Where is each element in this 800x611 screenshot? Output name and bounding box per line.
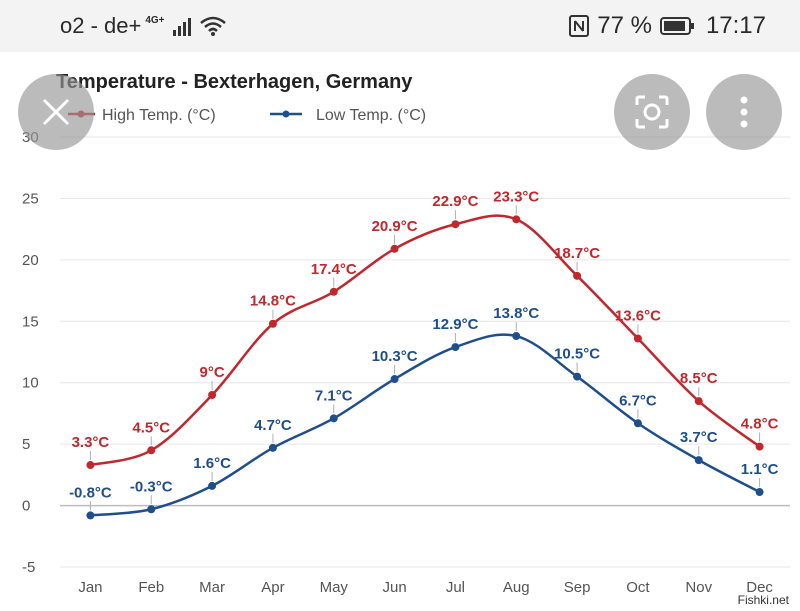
y-tick-label: -5 bbox=[22, 559, 35, 576]
low-temp-label: 10.3°C bbox=[372, 348, 418, 365]
y-tick-label: 5 bbox=[22, 436, 30, 453]
y-tick-label: 10 bbox=[22, 375, 39, 392]
y-tick-label: 0 bbox=[22, 498, 30, 515]
high-temp-label: 8.5°C bbox=[680, 370, 718, 387]
low-temp-label: -0.8°C bbox=[69, 484, 112, 501]
x-tick-label: Sep bbox=[564, 579, 591, 596]
high-temp-line bbox=[90, 214, 761, 467]
y-tick-label: 25 bbox=[22, 190, 39, 207]
legend: High Temp. (°C) Low Temp. (°C) bbox=[68, 107, 426, 124]
status-left: o2 - de+ 4G+ bbox=[60, 13, 227, 39]
legend-high[interactable]: High Temp. (°C) bbox=[102, 107, 216, 124]
lens-icon bbox=[635, 95, 669, 129]
low-temp-point bbox=[329, 414, 338, 423]
high-temp-point bbox=[147, 446, 156, 455]
low-temp-point bbox=[694, 456, 703, 465]
status-right: 77 % 17:17 bbox=[561, 12, 766, 40]
low-temp-label: 7.1°C bbox=[315, 387, 353, 404]
high-temp-point bbox=[694, 397, 703, 406]
low-temp-label: 12.9°C bbox=[432, 316, 478, 333]
nfc-icon bbox=[569, 15, 590, 37]
low-temp-label: 13.8°C bbox=[493, 305, 539, 322]
high-temp-label: 23.3°C bbox=[493, 188, 539, 205]
low-temp-point bbox=[208, 481, 217, 490]
y-tick-label: 20 bbox=[22, 252, 39, 269]
network-type: 4G+ bbox=[145, 14, 165, 26]
high-temp-point bbox=[86, 461, 95, 470]
more-vertical-icon bbox=[740, 96, 748, 128]
x-tick-label: May bbox=[320, 579, 349, 596]
low-temp-point bbox=[147, 505, 156, 514]
low-temp-label: -0.3°C bbox=[130, 478, 173, 495]
low-temp-label: 3.7°C bbox=[680, 429, 718, 446]
x-tick-label: Dec bbox=[746, 579, 773, 596]
high-temp-label: 4.8°C bbox=[741, 416, 779, 433]
low-temp-point bbox=[573, 372, 582, 381]
high-temp-label: 17.4°C bbox=[311, 261, 357, 278]
close-button[interactable] bbox=[18, 74, 94, 150]
low-temp-point bbox=[451, 343, 460, 352]
x-tick-label: Jul bbox=[446, 579, 465, 596]
high-temp-point bbox=[633, 334, 642, 343]
x-tick-label: Jan bbox=[78, 579, 102, 596]
battery-icon bbox=[659, 17, 694, 35]
high-temp-point bbox=[573, 271, 582, 280]
high-temp-label: 18.7°C bbox=[554, 245, 600, 262]
low-temp-label: 1.1°C bbox=[741, 461, 779, 478]
low-temp-point bbox=[268, 443, 277, 452]
x-tick-label: Oct bbox=[626, 579, 650, 596]
x-tick-label: Mar bbox=[199, 579, 225, 596]
high-temp-label: 4.5°C bbox=[132, 419, 170, 436]
legend-low[interactable]: Low Temp. (°C) bbox=[316, 107, 426, 124]
low-temp-point bbox=[512, 332, 521, 341]
low-temp-label: 10.5°C bbox=[554, 346, 600, 363]
high-temp-label: 3.3°C bbox=[72, 434, 110, 451]
lens-button[interactable] bbox=[614, 74, 690, 150]
high-temp-point bbox=[451, 220, 460, 229]
x-tick-label: Apr bbox=[261, 579, 284, 596]
close-icon bbox=[42, 98, 70, 126]
wifi-icon bbox=[199, 15, 227, 37]
signal-icon bbox=[172, 16, 191, 36]
x-tick-label: Feb bbox=[138, 579, 164, 596]
high-temp-label: 13.6°C bbox=[615, 307, 661, 324]
high-temp-point bbox=[390, 244, 399, 253]
low-temp-point bbox=[755, 488, 764, 497]
high-temp-label: 20.9°C bbox=[372, 218, 418, 235]
x-tick-label: Jun bbox=[382, 579, 406, 596]
chart-card: -5051015202530JanFebMarAprMayJunJulAugSe… bbox=[0, 52, 800, 611]
x-tick-label: Nov bbox=[685, 579, 712, 596]
battery-percent: 77 % bbox=[597, 12, 652, 39]
high-temp-point bbox=[268, 319, 277, 328]
x-tick-label: Aug bbox=[503, 579, 530, 596]
high-temp-point bbox=[512, 215, 521, 224]
clock: 17:17 bbox=[705, 12, 766, 39]
low-temp-label: 6.7°C bbox=[619, 392, 657, 409]
low-temp-point bbox=[86, 511, 95, 520]
high-temp-label: 22.9°C bbox=[432, 193, 478, 210]
status-bar: o2 - de+ 4G+ 77 % bbox=[0, 0, 800, 52]
high-temp-label: 9°C bbox=[199, 364, 224, 381]
high-temp-label: 14.8°C bbox=[250, 293, 296, 310]
low-temp-point bbox=[633, 419, 642, 428]
low-temp-point bbox=[390, 375, 399, 384]
watermark: Fishki.net bbox=[734, 593, 792, 607]
more-button[interactable] bbox=[706, 74, 782, 150]
high-temp-point bbox=[208, 391, 217, 399]
carrier-label: o2 - de+ bbox=[60, 13, 142, 38]
high-temp-point bbox=[755, 442, 764, 451]
low-temp-label: 1.6°C bbox=[193, 455, 231, 472]
low-temp-label: 4.7°C bbox=[254, 417, 292, 434]
high-temp-point bbox=[329, 287, 338, 296]
y-tick-label: 15 bbox=[22, 313, 39, 330]
chart-title: Temperature - Bexterhagen, Germany bbox=[56, 71, 413, 93]
